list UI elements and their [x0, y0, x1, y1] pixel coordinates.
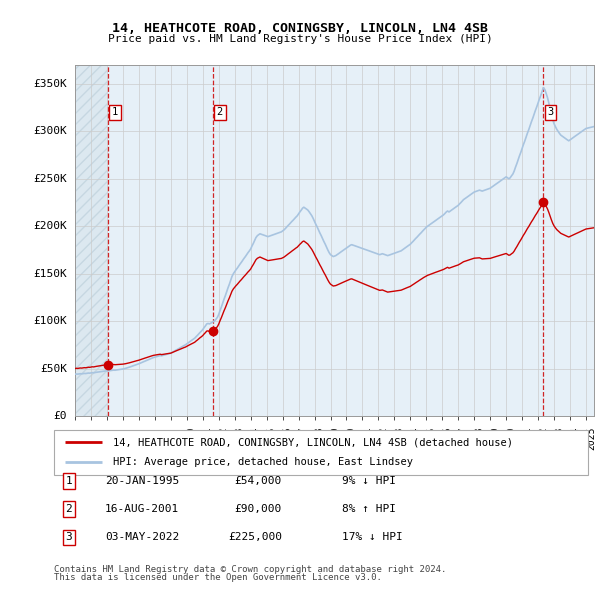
Text: 17% ↓ HPI: 17% ↓ HPI	[342, 533, 403, 542]
Text: This data is licensed under the Open Government Licence v3.0.: This data is licensed under the Open Gov…	[54, 573, 382, 582]
Text: Contains HM Land Registry data © Crown copyright and database right 2024.: Contains HM Land Registry data © Crown c…	[54, 565, 446, 573]
Text: 2013: 2013	[394, 427, 404, 450]
Text: 14, HEATHCOTE ROAD, CONINGSBY, LINCOLN, LN4 4SB: 14, HEATHCOTE ROAD, CONINGSBY, LINCOLN, …	[112, 22, 488, 35]
Text: 2000: 2000	[187, 427, 197, 450]
Text: £50K: £50K	[40, 363, 67, 373]
Text: 2018: 2018	[474, 427, 484, 450]
Text: HPI: Average price, detached house, East Lindsey: HPI: Average price, detached house, East…	[113, 457, 413, 467]
Text: £300K: £300K	[34, 126, 67, 136]
Text: 03-MAY-2022: 03-MAY-2022	[105, 533, 179, 542]
Text: £350K: £350K	[34, 79, 67, 89]
Text: 1996: 1996	[123, 427, 133, 450]
Text: 2015: 2015	[427, 427, 436, 450]
Text: 2019: 2019	[490, 427, 500, 450]
Text: £250K: £250K	[34, 173, 67, 183]
Text: 1: 1	[112, 107, 118, 117]
Text: 1997: 1997	[139, 427, 149, 450]
Text: 2012: 2012	[379, 427, 388, 450]
Text: Price paid vs. HM Land Registry's House Price Index (HPI): Price paid vs. HM Land Registry's House …	[107, 34, 493, 44]
Text: 8% ↑ HPI: 8% ↑ HPI	[342, 504, 396, 514]
Text: £200K: £200K	[34, 221, 67, 231]
Text: 2020: 2020	[506, 427, 516, 450]
Text: 2023: 2023	[554, 427, 564, 450]
Text: £150K: £150K	[34, 268, 67, 278]
Text: 20-JAN-1995: 20-JAN-1995	[105, 476, 179, 486]
Text: 1998: 1998	[155, 427, 165, 450]
Text: 2001: 2001	[203, 427, 213, 450]
Text: 2005: 2005	[266, 427, 277, 450]
Text: 1993: 1993	[75, 427, 85, 450]
Text: 9% ↓ HPI: 9% ↓ HPI	[342, 476, 396, 486]
Text: 3: 3	[547, 107, 554, 117]
Text: 2017: 2017	[458, 427, 468, 450]
Text: 2016: 2016	[442, 427, 452, 450]
Text: 2002: 2002	[219, 427, 229, 450]
Text: £100K: £100K	[34, 316, 67, 326]
Text: 2011: 2011	[362, 427, 373, 450]
Text: 1994: 1994	[91, 427, 101, 450]
Text: 2022: 2022	[538, 427, 548, 450]
Text: 2007: 2007	[299, 427, 308, 450]
Bar	[75, 65, 107, 416]
Text: 2006: 2006	[283, 427, 293, 450]
Text: 2014: 2014	[410, 427, 421, 450]
Text: £0: £0	[54, 411, 67, 421]
Text: 2008: 2008	[314, 427, 325, 450]
Text: 2025: 2025	[586, 427, 596, 450]
Text: £90,000: £90,000	[235, 504, 282, 514]
Text: 1999: 1999	[171, 427, 181, 450]
Text: 2010: 2010	[346, 427, 356, 450]
Text: 14, HEATHCOTE ROAD, CONINGSBY, LINCOLN, LN4 4SB (detached house): 14, HEATHCOTE ROAD, CONINGSBY, LINCOLN, …	[113, 437, 513, 447]
Text: £54,000: £54,000	[235, 476, 282, 486]
Text: 2021: 2021	[522, 427, 532, 450]
Text: 3: 3	[65, 533, 73, 542]
Text: 2: 2	[217, 107, 223, 117]
Text: £225,000: £225,000	[228, 533, 282, 542]
Text: 1995: 1995	[107, 427, 117, 450]
Text: 2004: 2004	[251, 427, 260, 450]
Text: 1: 1	[65, 476, 73, 486]
Text: 2009: 2009	[331, 427, 341, 450]
Text: 16-AUG-2001: 16-AUG-2001	[105, 504, 179, 514]
Text: 2024: 2024	[570, 427, 580, 450]
Text: 2003: 2003	[235, 427, 245, 450]
Text: 2: 2	[65, 504, 73, 514]
Bar	[107, 65, 594, 416]
Bar	[75, 65, 107, 416]
